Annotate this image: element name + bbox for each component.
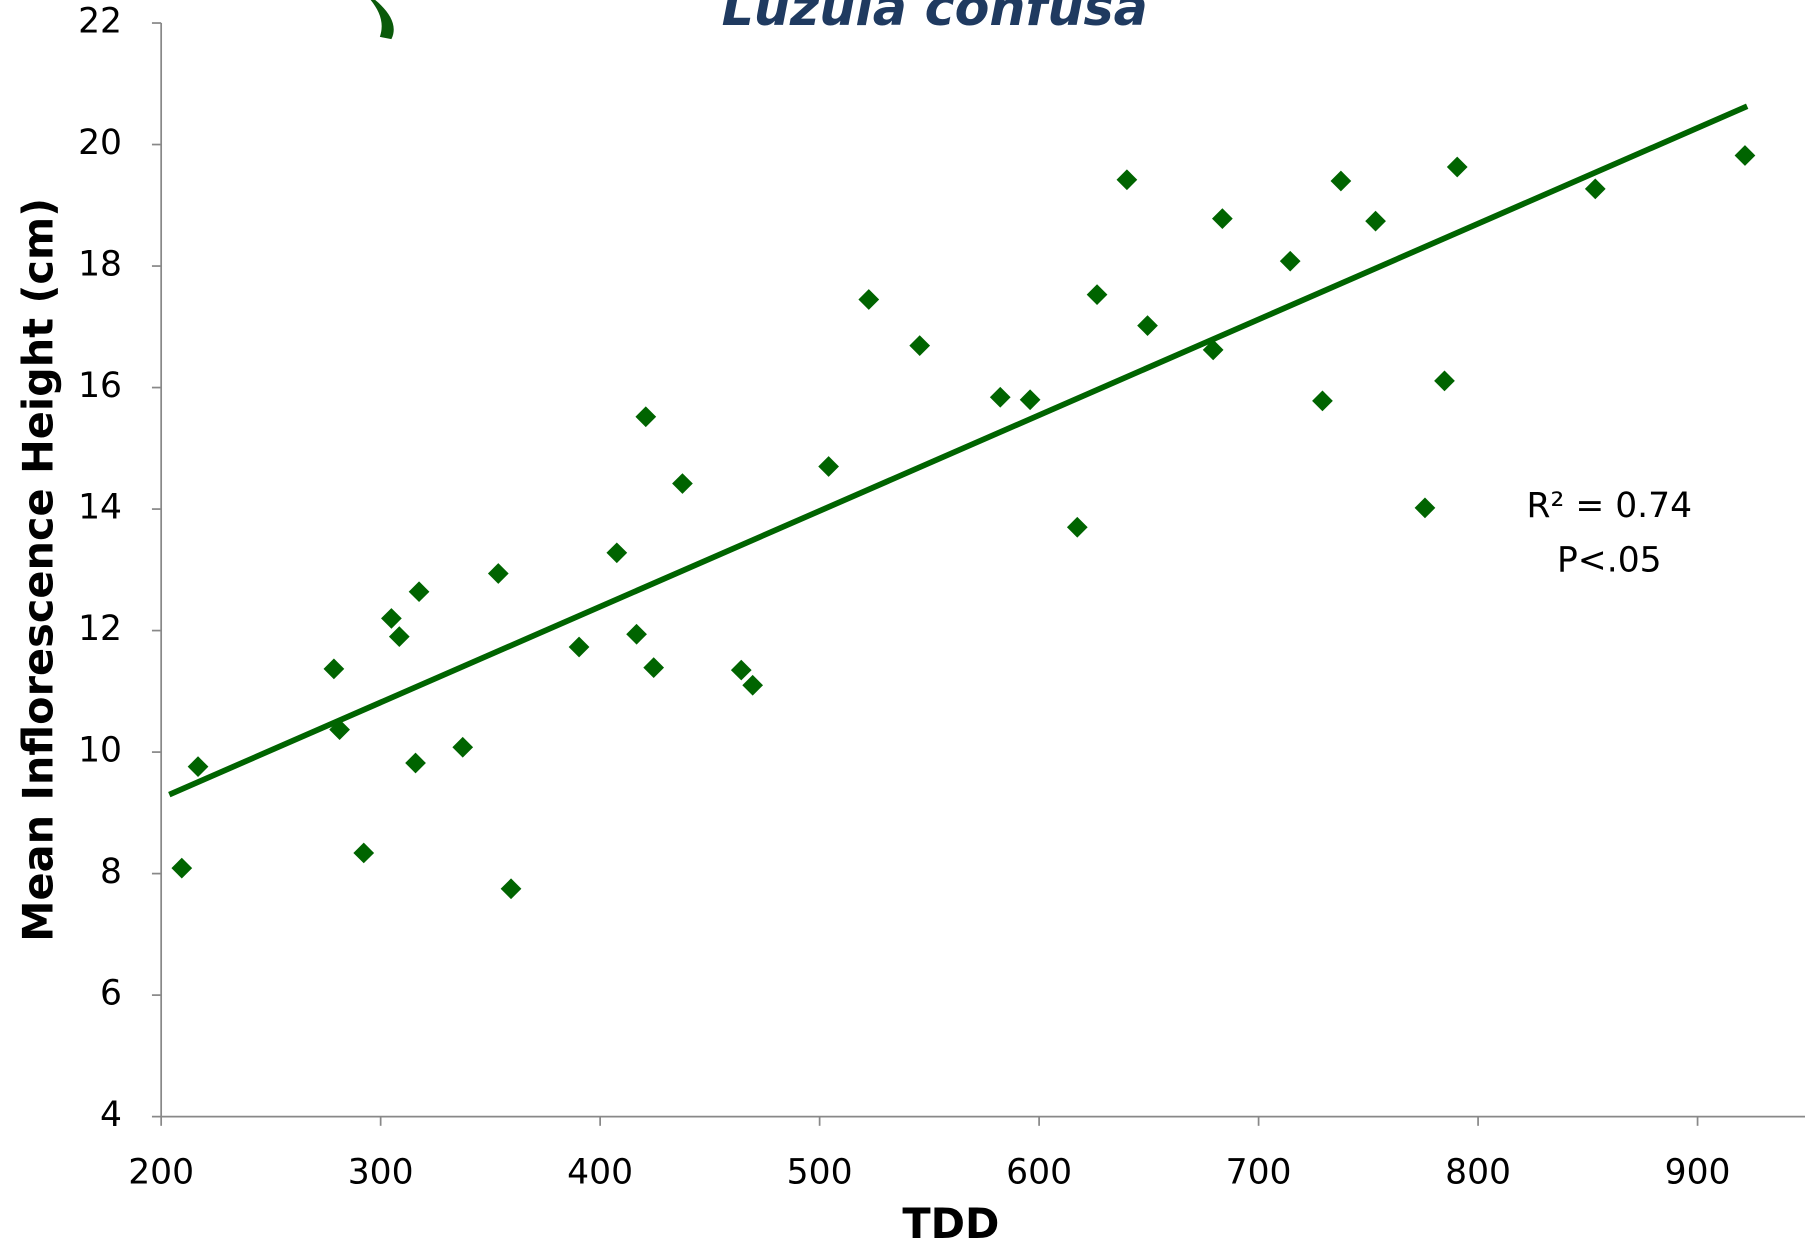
data-point [1365,210,1386,232]
data-point [1584,178,1606,200]
annotation: R² = 0.74 [1527,486,1693,526]
data-point [323,658,345,680]
data-point [1312,390,1333,412]
trend-line [168,103,1749,798]
x-tick-label: 800 [1445,1153,1511,1193]
y-tick-label: 18 [78,245,122,285]
data-point [1019,389,1041,411]
data-point [187,756,209,778]
y-tick-label: 14 [78,488,122,528]
data-point [452,736,474,758]
data-point [909,335,931,356]
data-point [329,719,350,740]
data-point [1116,169,1138,191]
data-point [858,289,880,310]
data-point [635,406,657,428]
x-tick-label: 900 [1665,1153,1731,1193]
data-point [1279,250,1301,272]
data-point [606,542,628,564]
y-tick-label: 8 [100,852,122,892]
data-point [500,878,522,900]
data-point [568,636,590,658]
data-point [1446,156,1468,178]
data-point [1434,370,1455,392]
x-tick-label: 400 [567,1153,633,1193]
data-point [388,626,410,648]
data-point [742,674,764,696]
data-point [408,581,430,603]
data-point [353,842,375,864]
x-axis-label: TDD [902,1200,999,1248]
data-point [1202,339,1224,361]
data-point [381,608,402,629]
y-tick-label: 20 [78,123,122,163]
y-tick-label: 10 [78,731,122,771]
y-tick-label: 12 [78,609,122,649]
chart-title: Luzula confusa [722,0,1148,37]
data-point [487,563,509,584]
y-tick-label: 22 [78,2,122,42]
data-point [1414,497,1436,519]
data-point [672,473,693,494]
data-point [1330,170,1352,192]
data-point [1066,516,1088,538]
y-axis-label: Mean Inflorescence Height (cm) [14,198,62,942]
x-tick-label: 300 [348,1153,414,1193]
data-point [818,456,839,477]
data-point [171,857,193,879]
x-tick-label: 700 [1226,1153,1292,1193]
data-point [626,623,647,645]
x-tick-label: 200 [128,1153,194,1193]
data-point [405,752,426,774]
annotation: P<.05 [1557,540,1662,580]
y-tick-label: 6 [100,974,122,1014]
x-tick-label: 500 [787,1153,853,1193]
x-tick-label: 600 [1006,1153,1072,1193]
data-point [643,657,665,678]
data-point [989,386,1011,408]
data-point [1734,145,1756,166]
y-tick-label: 4 [100,1095,122,1135]
data-point [730,659,752,681]
data-point [1212,208,1233,230]
plant-illustration [370,0,394,40]
y-tick-label: 16 [78,366,122,406]
data-point [1086,284,1108,305]
data-point [1137,315,1158,336]
